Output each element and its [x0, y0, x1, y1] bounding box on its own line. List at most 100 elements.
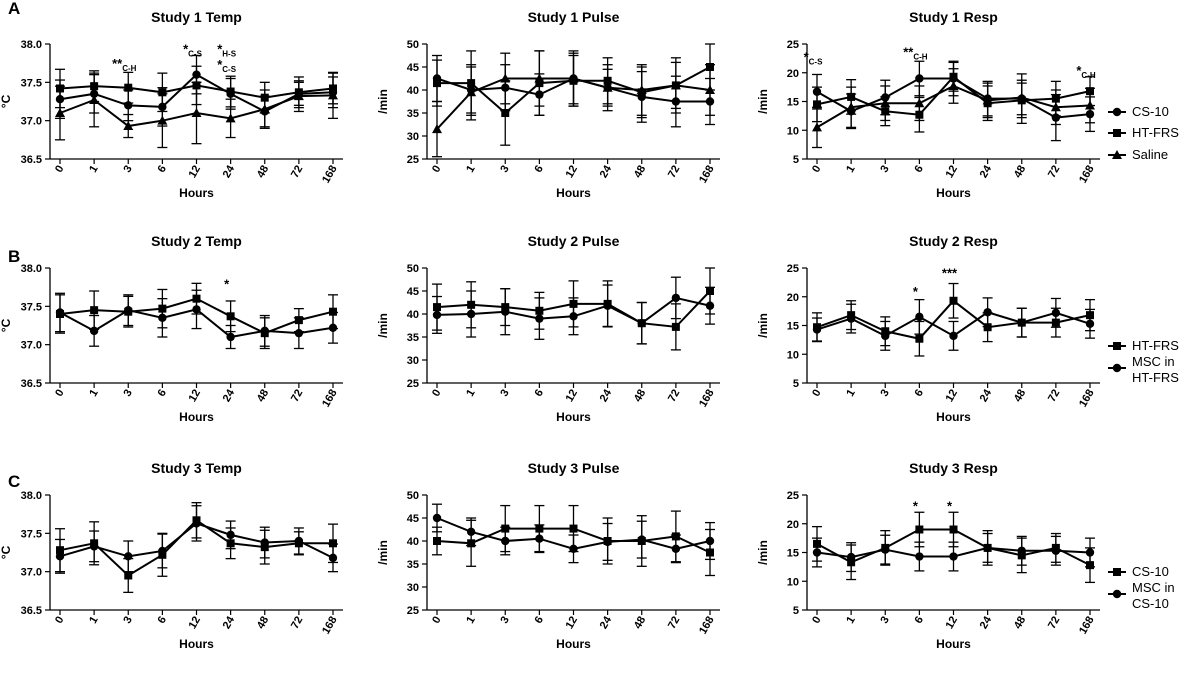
x-tick-label: 6 — [913, 615, 926, 626]
data-point — [466, 87, 477, 97]
legend-marker — [1112, 107, 1122, 117]
data-point — [846, 314, 856, 323]
x-tick-label: 0 — [430, 615, 443, 626]
x-axis-label: Hours — [179, 186, 214, 200]
data-point — [983, 543, 992, 553]
x-tick-label: 72 — [666, 388, 683, 405]
y-tick-label: 36.5 — [21, 154, 42, 166]
y-tick-label: 30 — [407, 131, 419, 143]
data-point — [124, 83, 133, 92]
data-point — [500, 73, 511, 83]
series-saline — [812, 68, 1095, 149]
legend-label: HT-FRS — [1132, 125, 1179, 140]
x-tick-label: 48 — [1012, 615, 1029, 632]
y-tick-label: 20 — [787, 292, 799, 304]
x-axis-label: Hours — [936, 410, 971, 424]
series-msc-in-cs-10 — [432, 503, 715, 564]
x-tick-label: 168 — [1077, 615, 1097, 637]
y-tick-label: 10 — [787, 349, 799, 361]
x-tick-label: 3 — [878, 388, 891, 399]
y-tick-label: 38.0 — [21, 490, 42, 502]
chart-b-3: Study 2 Resp 5 10 15 20 25/min 0 1 3 6 12 24 48 72 168… — [756, 233, 1100, 424]
legend-label: Saline — [1132, 147, 1168, 162]
x-tick-label: 12 — [564, 615, 581, 632]
significance-marker: *C-S — [804, 50, 824, 67]
x-tick-label: 24 — [978, 163, 995, 180]
data-point — [226, 312, 235, 321]
y-tick-label: 37.5 — [21, 301, 42, 313]
data-point — [535, 314, 544, 323]
x-axis-label: Hours — [179, 410, 214, 424]
legend-marker — [1113, 342, 1121, 350]
data-point — [55, 308, 65, 317]
y-tick-label: 15 — [787, 97, 799, 109]
data-point — [329, 307, 337, 316]
x-tick-label: 12 — [187, 615, 204, 632]
y-tick-label: 37.5 — [21, 528, 42, 540]
y-axis-label: /min — [376, 540, 390, 565]
significance-marker: * — [913, 284, 919, 299]
data-point — [466, 527, 476, 536]
data-point — [535, 534, 544, 543]
data-point — [329, 539, 337, 548]
y-tick-label: 30 — [407, 582, 419, 594]
data-point — [124, 552, 133, 561]
x-tick-label: 3 — [498, 164, 511, 175]
data-point — [1085, 319, 1095, 328]
y-tick-label: 40 — [407, 536, 419, 548]
data-point — [432, 310, 442, 320]
y-tick-label: 20 — [787, 519, 799, 531]
x-tick-label: 48 — [632, 388, 649, 405]
data-point — [158, 546, 167, 556]
data-point — [846, 102, 857, 112]
x-tick-label: 72 — [666, 615, 683, 632]
chart-title: Study 3 Temp — [151, 460, 242, 476]
y-tick-label: 35 — [407, 332, 419, 344]
data-point — [637, 319, 646, 328]
data-point — [1085, 100, 1095, 110]
data-point — [949, 552, 958, 561]
x-tick-label: 168 — [320, 615, 340, 637]
x-tick-label: 3 — [121, 615, 134, 626]
data-point — [466, 309, 476, 319]
y-tick-label: 37.0 — [21, 567, 42, 579]
data-point — [1017, 318, 1026, 327]
x-tick-label: 6 — [533, 615, 546, 626]
series-msc-in-ht-frs — [55, 289, 338, 350]
x-tick-label: 48 — [255, 388, 272, 405]
data-point — [982, 95, 993, 105]
chart-c-1: Study 3 Temp 36.5 37.0 37.5 38.0 °C 0 1 3 6 12 24 48… — [0, 460, 343, 651]
data-point — [158, 313, 167, 323]
y-tick-label: 50 — [407, 263, 419, 275]
data-point — [89, 542, 99, 551]
chart-title: Study 1 Pulse — [528, 9, 620, 25]
x-tick-label: 24 — [978, 614, 995, 631]
data-point — [915, 334, 924, 343]
series-msc-in-ht-frs — [432, 276, 715, 345]
y-tick-label: 50 — [407, 39, 419, 51]
x-tick-label: 168 — [320, 164, 340, 186]
data-point — [157, 115, 168, 125]
data-point — [812, 325, 822, 334]
significance-marker: *H-S — [217, 42, 237, 59]
series-saline — [55, 71, 338, 149]
x-axis-label: Hours — [556, 637, 591, 651]
x-tick-label: 24 — [221, 387, 238, 404]
data-point — [534, 73, 545, 83]
data-point — [226, 332, 235, 342]
y-axis-label: °C — [0, 94, 13, 108]
y-tick-label: 25 — [407, 378, 419, 390]
y-tick-label: 15 — [787, 321, 799, 333]
y-axis-label: /min — [376, 89, 390, 114]
chart-title: Study 1 Resp — [909, 9, 998, 25]
x-tick-label: 24 — [221, 614, 238, 631]
chart-a-2: Study 1 Pulse 25 30 35 40 45 50/min 0 1 3 6 12 24 48 7… — [376, 9, 720, 200]
data-point — [158, 88, 167, 97]
x-tick-label: 1 — [844, 615, 857, 626]
x-tick-label: 1 — [844, 164, 857, 175]
x-axis-label: Hours — [936, 637, 971, 651]
y-tick-label: 40 — [407, 309, 419, 321]
data-point — [915, 525, 924, 534]
